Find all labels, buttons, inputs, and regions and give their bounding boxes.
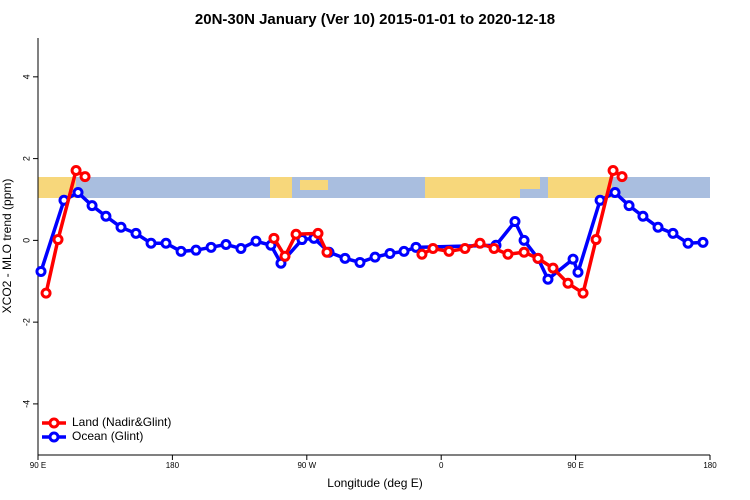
x-axis-label: Longitude (deg E) [327,476,422,490]
legend-label: Ocean (Glint) [72,429,143,443]
point [623,200,635,212]
point [652,221,664,233]
point [607,164,619,176]
point [398,245,410,257]
point [567,253,579,265]
point [459,243,471,255]
point [175,245,187,257]
x-tick-label: 0 [439,461,444,470]
point [474,237,486,249]
point [70,164,82,176]
x-tick-label: 180 [703,461,717,470]
point [609,187,621,199]
y-tick-label: 4 [21,74,31,79]
point [488,243,500,255]
legend-label: Land (Nadir&Glint) [72,415,171,429]
point [72,187,84,199]
point [250,235,262,247]
point [572,266,584,278]
point [279,250,291,262]
x-tick-label: 90 E [30,461,46,470]
point [547,262,559,274]
point [52,234,64,246]
legend-marker [48,417,60,429]
point [667,227,679,239]
x-tick-label: 90 W [297,461,316,470]
point [321,246,333,258]
y-tick-label: 0 [21,238,31,243]
x-tick-label: 90 E [567,461,583,470]
point [518,234,530,246]
x-tick-label: 180 [166,461,180,470]
point [443,245,455,257]
point [205,241,217,253]
point [697,236,709,248]
point [40,287,52,299]
point [354,256,366,268]
point [235,243,247,255]
point [312,227,324,239]
point [562,277,574,289]
point [130,227,142,239]
point [590,234,602,246]
point [637,210,649,222]
point [145,237,157,249]
point [532,252,544,264]
point [220,238,232,250]
y-tick-label: -4 [21,400,31,408]
point [682,237,694,249]
point [268,232,280,244]
point [79,171,91,183]
point [35,265,47,277]
point [577,287,589,299]
point [190,244,202,256]
point [616,171,628,183]
point [384,247,396,259]
legend-marker [48,431,60,443]
point [502,248,514,260]
point [594,194,606,206]
point [339,252,351,264]
y-axis-label: XCO2 - MLO trend (ppm) [0,179,14,314]
point [427,243,439,255]
point [416,248,428,260]
y-tick-label: 2 [21,156,31,161]
point [160,237,172,249]
map-strip [38,177,710,198]
point [509,216,521,228]
point [410,241,422,253]
point [518,246,530,258]
y-tick-label: -2 [21,318,31,326]
chart-title: 20N-30N January (Ver 10) 2015-01-01 to 2… [195,11,555,28]
point [115,221,127,233]
point [369,251,381,263]
point [100,210,112,222]
point [290,228,302,240]
point [86,200,98,212]
point [542,273,554,285]
